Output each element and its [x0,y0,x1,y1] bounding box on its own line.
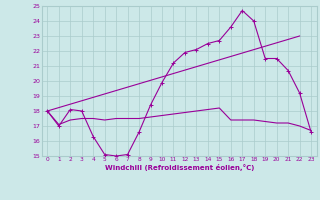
X-axis label: Windchill (Refroidissement éolien,°C): Windchill (Refroidissement éolien,°C) [105,164,254,171]
